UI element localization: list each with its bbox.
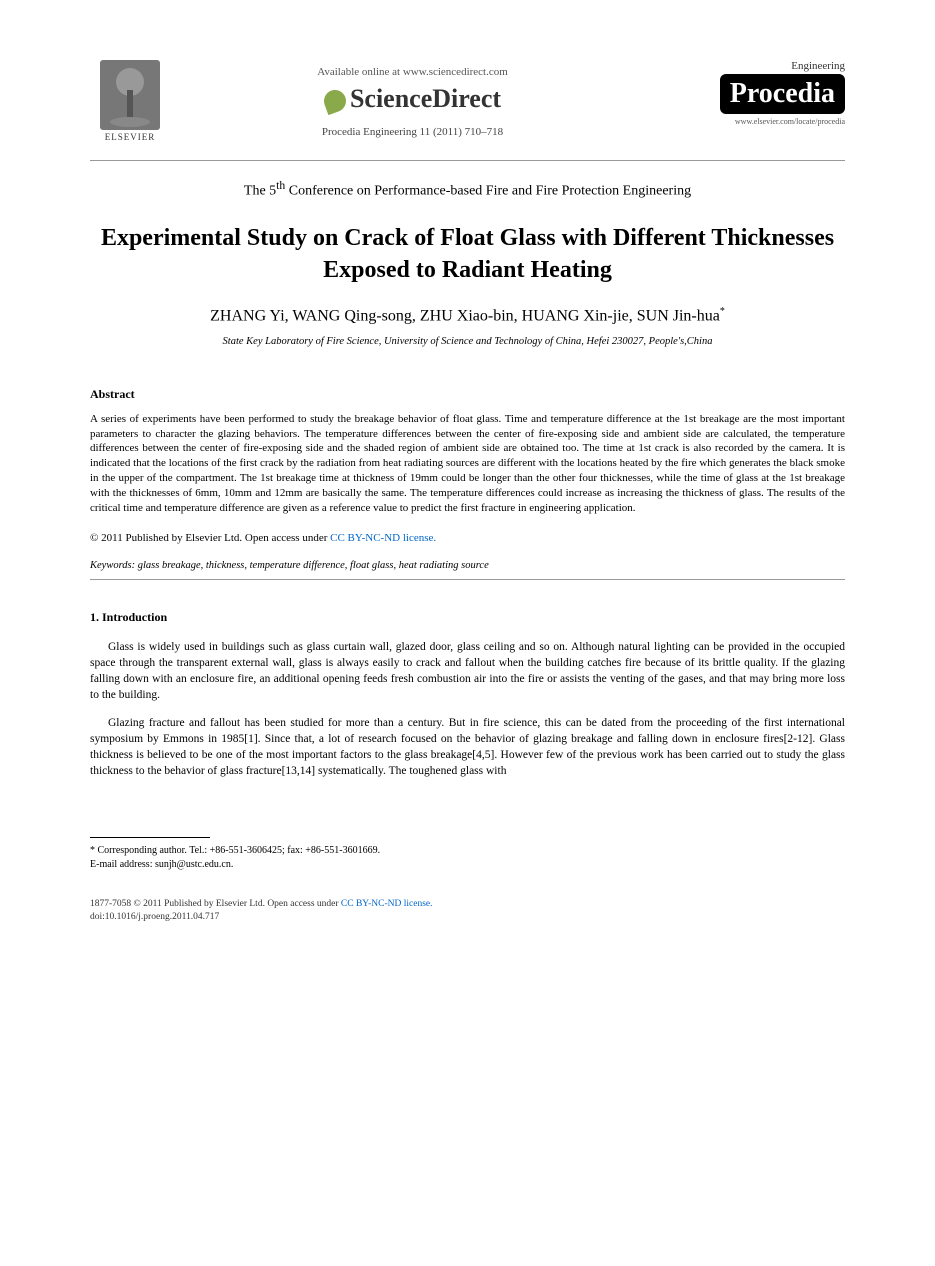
conf-rest: Conference on Performance-based Fire and… (285, 184, 691, 199)
bottom-license-link[interactable]: CC BY-NC-ND license. (341, 899, 433, 909)
procedia-engineering-label: Engineering (655, 60, 845, 72)
paper-title: Experimental Study on Crack of Float Gla… (100, 222, 835, 287)
corr-label: * Corresponding author. (90, 845, 189, 856)
conference-line: The 5th Conference on Performance-based … (90, 179, 845, 200)
introduction-heading: 1. Introduction (90, 610, 845, 625)
issn-line: 1877-7058 © 2011 Published by Elsevier L… (90, 898, 845, 911)
authors-line: ZHANG Yi, WANG Qing-song, ZHU Xiao-bin, … (90, 306, 845, 325)
conf-sup: th (276, 179, 285, 192)
intro-paragraph-2: Glazing fracture and fallout has been st… (90, 715, 845, 779)
author-corr-marker: * (720, 306, 725, 317)
bottom-meta: 1877-7058 © 2011 Published by Elsevier L… (90, 898, 845, 925)
procedia-logo-box: Engineering Procedia www.elsevier.com/lo… (655, 60, 845, 126)
affiliation: State Key Laboratory of Fire Science, Un… (90, 336, 845, 347)
authors-text: ZHANG Yi, WANG Qing-song, ZHU Xiao-bin, … (210, 308, 720, 325)
procedia-url: www.elsevier.com/locate/procedia (655, 117, 845, 126)
license-link[interactable]: CC BY-NC-ND license. (330, 532, 436, 544)
email-text: : sunjh@ustc.edu.cn. (150, 859, 234, 870)
sciencedirect-text: ScienceDirect (350, 84, 501, 113)
page-container: ELSEVIER Available online at www.science… (0, 0, 935, 965)
keywords-line: Keywords: glass breakage, thickness, tem… (90, 560, 845, 571)
copyright-line: © 2011 Published by Elsevier Ltd. Open a… (90, 532, 845, 544)
elsevier-tree-icon (100, 60, 160, 130)
sciencedirect-logo: ScienceDirect (170, 84, 655, 114)
header-row: ELSEVIER Available online at www.science… (90, 60, 845, 142)
keywords-text: glass breakage, thickness, temperature d… (135, 560, 489, 571)
procedia-title: Procedia (720, 74, 845, 114)
abstract-body: A series of experiments have been perfor… (90, 412, 845, 516)
available-online-text: Available online at www.sciencedirect.co… (170, 66, 655, 78)
copyright-text: © 2011 Published by Elsevier Ltd. Open a… (90, 532, 330, 544)
footnote-rule (90, 837, 210, 838)
keywords-rule (90, 579, 845, 580)
abstract-heading: Abstract (90, 387, 845, 402)
header-rule (90, 160, 845, 161)
email-line: E-mail address: sunjh@ustc.edu.cn. (90, 858, 845, 872)
elsevier-label: ELSEVIER (105, 132, 156, 142)
issn-text: 1877-7058 © 2011 Published by Elsevier L… (90, 899, 341, 909)
doi-line: doi:10.1016/j.proeng.2011.04.717 (90, 911, 845, 924)
conf-prefix: The 5 (244, 184, 276, 199)
center-header: Available online at www.sciencedirect.co… (170, 60, 655, 138)
footnote-block: * Corresponding author. Tel.: +86-551-36… (90, 844, 845, 872)
corresponding-author-line: * Corresponding author. Tel.: +86-551-36… (90, 844, 845, 858)
corr-text: Tel.: +86-551-3606425; fax: +86-551-3601… (189, 845, 380, 856)
journal-citation: Procedia Engineering 11 (2011) 710–718 (170, 126, 655, 138)
elsevier-logo: ELSEVIER (90, 60, 170, 142)
sciencedirect-swoosh-icon (321, 87, 349, 115)
keywords-label: Keywords: (90, 560, 135, 571)
email-label: E-mail address (90, 859, 150, 870)
intro-paragraph-1: Glass is widely used in buildings such a… (90, 639, 845, 703)
